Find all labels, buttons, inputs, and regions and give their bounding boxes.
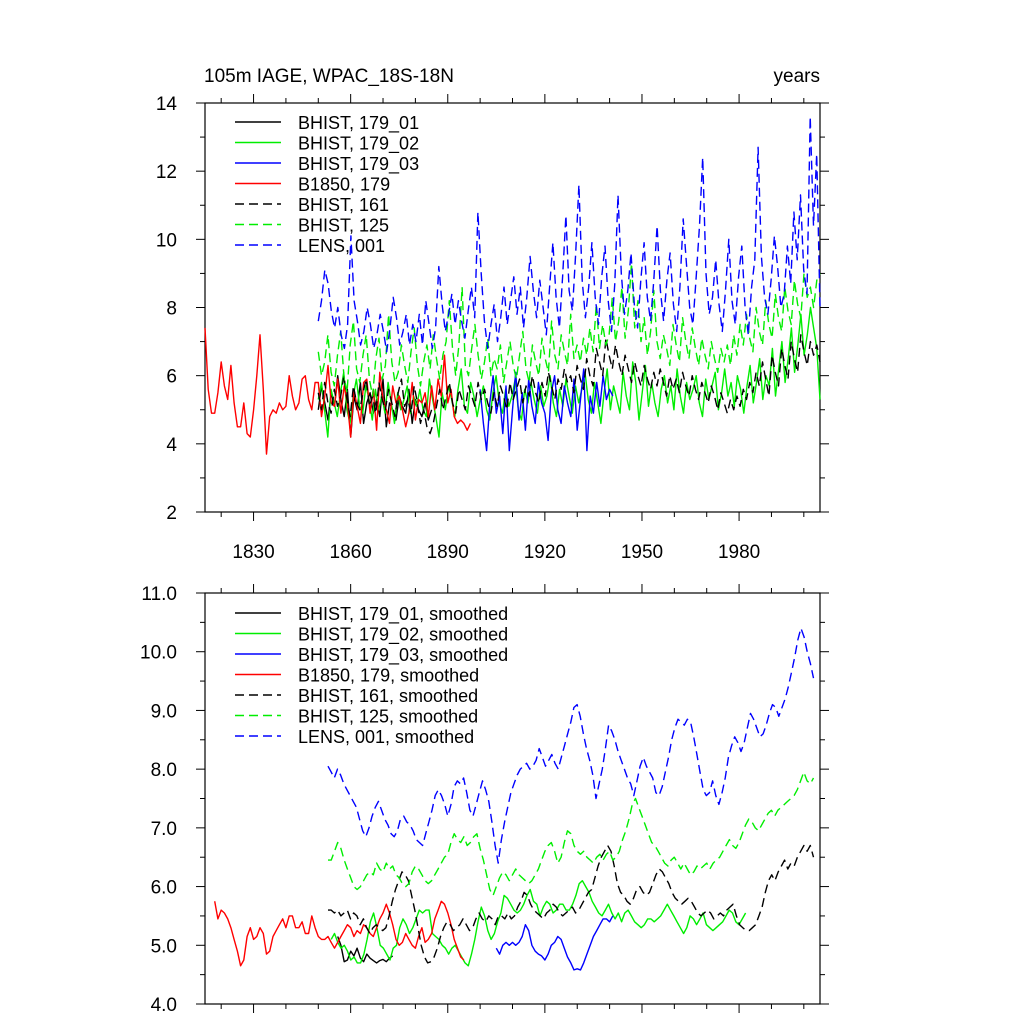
top-legend-label: BHIST, 125: [298, 216, 389, 236]
bottom-series-line-3: [214, 900, 465, 967]
top-y-ticks: 2 4 6 8 10 12 14: [156, 94, 829, 524]
bottom-series-line-0: [337, 936, 394, 964]
top-y-tick-label: 4: [166, 435, 177, 456]
bottom-y-tick-label: 4.0: [151, 995, 177, 1016]
top-y-tick-label: 10: [156, 230, 177, 251]
bottom-series-line-6: [327, 627, 815, 864]
bottom-legend-label: BHIST, 179_02, smoothed: [298, 625, 508, 646]
top-chart-title: 105m IAGE, WPAC_18S-18N: [204, 66, 454, 87]
top-y-tick-label: 12: [156, 162, 177, 183]
bottom-y-tick-label: 10.0: [140, 643, 177, 664]
top-legend-label: BHIST, 179_01: [298, 113, 419, 134]
top-series-lines: [204, 115, 821, 455]
bottom-legend-label: BHIST, 161, smoothed: [298, 686, 478, 706]
top-legend-label: LENS, 001: [298, 236, 385, 256]
top-legend-label: BHIST, 179_02: [298, 134, 419, 155]
top-series-line-4: [317, 334, 821, 435]
top-y-tick-label: 14: [156, 94, 178, 115]
bottom-y-tick-label: 5.0: [151, 936, 177, 957]
top-legend-label: B1850, 179: [298, 175, 390, 195]
top-series-line-5: [317, 262, 821, 397]
bottom-series-line-5: [328, 771, 815, 897]
top-x-tick-label: 1890: [427, 542, 469, 563]
bottom-series-line-4: [328, 844, 815, 964]
bottom-y-tick-label: 7.0: [151, 819, 177, 840]
top-y-tick-label: 8: [166, 299, 177, 320]
top-panel: 105m IAGE, WPAC_18S-18N years 1830 1860 18…: [156, 66, 829, 563]
bottom-legend-label: BHIST, 125, smoothed: [298, 707, 478, 727]
bottom-y-tick-label: 6.0: [151, 878, 177, 899]
bottom-y-tick-label: 11.0: [141, 584, 177, 605]
top-x-tick-label: 1950: [621, 542, 663, 563]
bottom-legend-label: BHIST, 179_03, smoothed: [298, 645, 508, 666]
top-x-ticks: 1830 1860 1890 1920 1950 1980: [220, 94, 805, 563]
top-legend-label: BHIST, 179_03: [298, 154, 419, 175]
bottom-y-ticks: 4.0 5.0 6.0 7.0 8.0 9.0 10.0 11.0: [140, 584, 829, 1016]
bottom-y-tick-label: 8.0: [151, 760, 177, 781]
bottom-series-line-1: [330, 880, 747, 967]
top-legend-label: BHIST, 161: [298, 195, 389, 215]
top-x-tick-label: 1830: [232, 542, 274, 563]
top-x-tick-label: 1980: [718, 542, 760, 563]
bottom-legend-label: B1850, 179, smoothed: [298, 666, 479, 686]
bottom-x-ticks: [220, 584, 805, 1013]
top-x-tick-label: 1860: [330, 542, 372, 563]
bottom-y-tick-label: 9.0: [151, 701, 177, 722]
bottom-series-lines: [214, 627, 815, 971]
bottom-legend-label: BHIST, 179_01, smoothed: [298, 604, 508, 625]
bottom-legend-label: LENS, 001, smoothed: [298, 727, 474, 747]
top-series-line-3: [204, 327, 472, 455]
top-x-tick-label: 1920: [524, 542, 566, 563]
bottom-series-line-2: [495, 915, 614, 971]
top-y-tick-label: 6: [166, 367, 177, 388]
top-series-line-6: [317, 115, 821, 353]
bottom-panel: 4.0 5.0 6.0 7.0 8.0 9.0 10.0 11.0 BHIST, 179_01…: [140, 584, 829, 1016]
top-series-line-2: [479, 368, 614, 452]
top-chart-units: years: [774, 66, 820, 87]
top-y-tick-label: 2: [166, 503, 177, 524]
